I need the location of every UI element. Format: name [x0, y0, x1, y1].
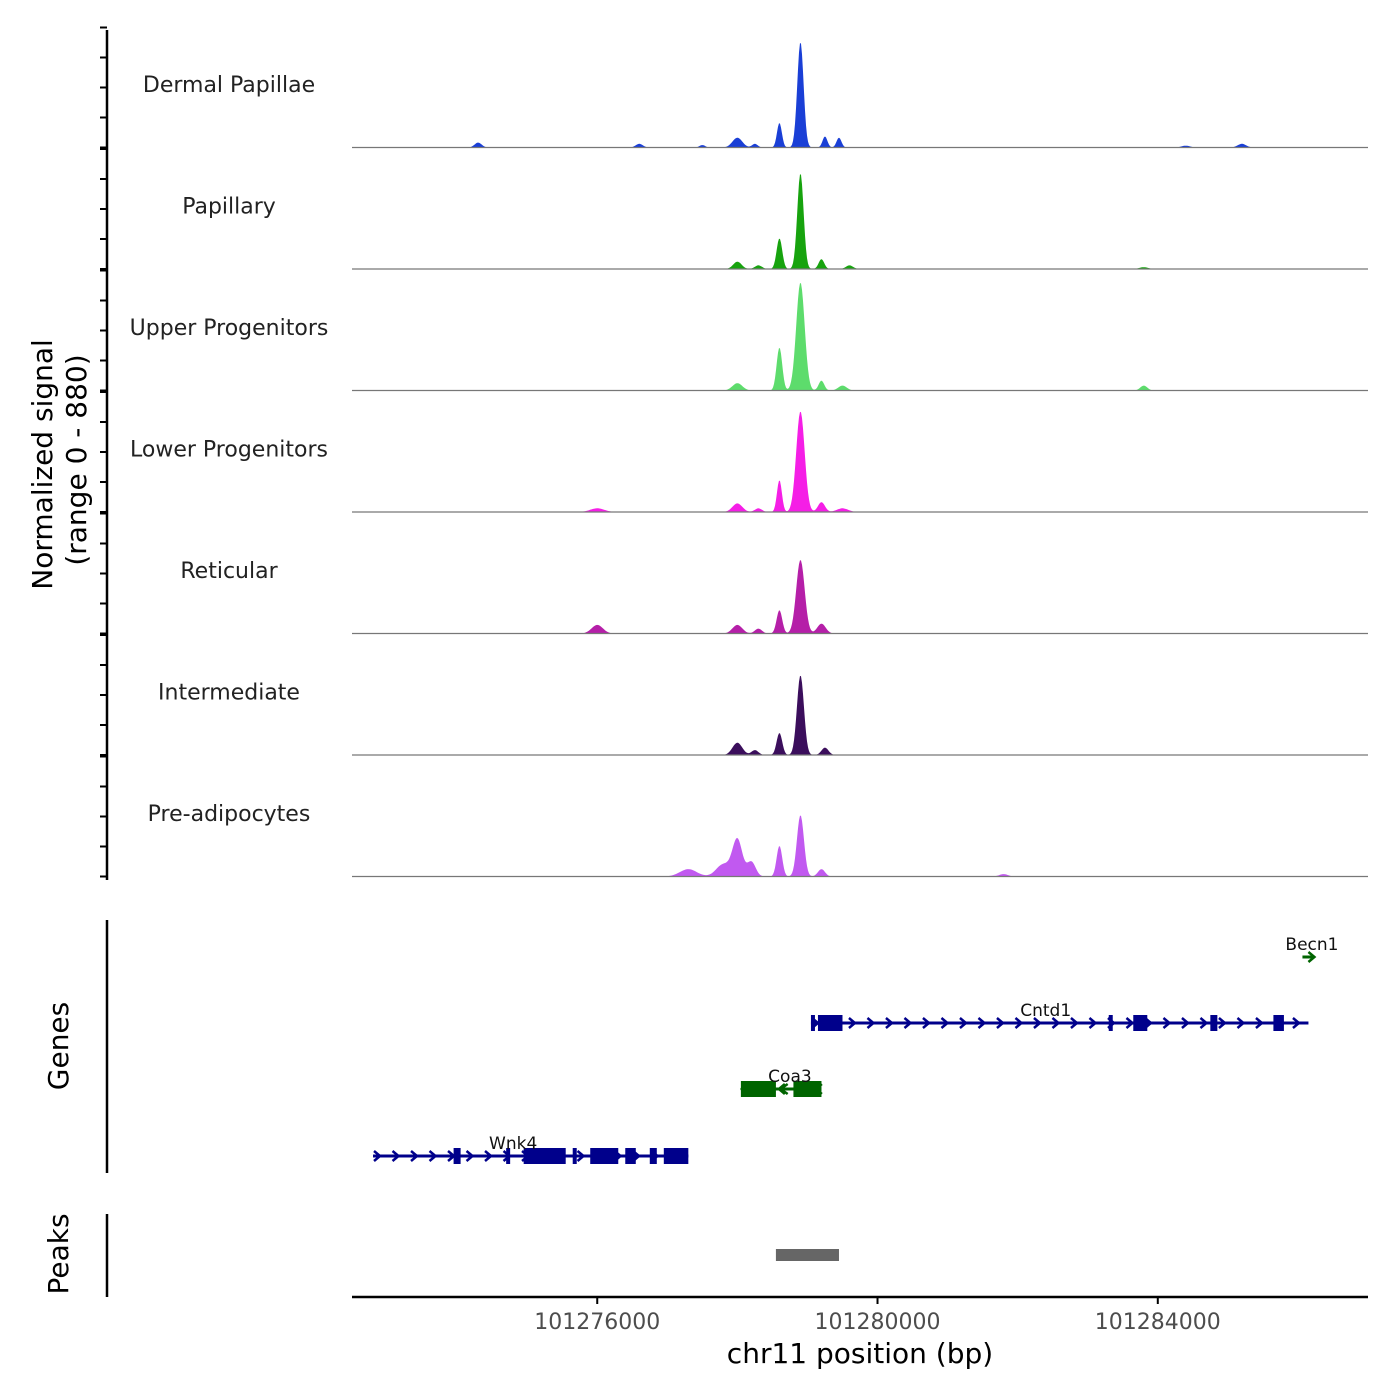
track-label: Pre-adipocytes: [148, 802, 311, 827]
gene-label: Wnk4: [489, 1134, 537, 1154]
strand-chevron: [373, 1150, 382, 1162]
gene-exon: [817, 1015, 843, 1031]
strand-chevron: [1255, 1017, 1264, 1029]
track-label: Upper Progenitors: [130, 316, 329, 341]
coverage-area-reticular: [352, 560, 1368, 634]
gene-exon: [1133, 1015, 1148, 1031]
strand-chevron: [1125, 1017, 1135, 1029]
strand-chevron: [1181, 1017, 1190, 1029]
gene-exon: [590, 1148, 619, 1164]
x-axis-title: chr11 position (bp): [727, 1337, 993, 1370]
gene-coa3: Coa3: [739, 1067, 823, 1097]
strand-chevron: [1199, 1017, 1209, 1029]
track-label: Intermediate: [158, 681, 300, 706]
strand-chevron: [1218, 1017, 1227, 1029]
genes-y-axis-label: Genes: [42, 1002, 75, 1090]
gene-exon: [740, 1081, 776, 1097]
strand-chevron: [885, 1017, 894, 1029]
gene-wnk4: Wnk4: [373, 1134, 689, 1164]
strand-chevron: [484, 1150, 493, 1162]
x-tick-label: 101284000: [1095, 1310, 1221, 1335]
gene-exon: [1273, 1015, 1284, 1031]
strand-chevron: [465, 1150, 475, 1162]
track-label: Reticular: [180, 559, 278, 584]
x-tick-label: 101280000: [815, 1310, 941, 1335]
track-label: Papillary: [182, 195, 276, 220]
gene-exon: [625, 1148, 636, 1164]
gene-label: Becn1: [1285, 935, 1338, 955]
gene-exon: [572, 1148, 577, 1164]
coverage-area-papillary: [352, 174, 1368, 269]
strand-chevron: [778, 1082, 789, 1096]
strand-chevron: [1236, 1017, 1246, 1029]
strand-chevron: [410, 1150, 419, 1162]
strand-chevron: [959, 1017, 968, 1029]
coverage-area-lower-progenitors: [352, 411, 1368, 512]
gene-exon: [663, 1148, 689, 1164]
peak-region: [775, 1249, 839, 1261]
x-tick-label: 101276000: [534, 1310, 660, 1335]
strand-chevron: [996, 1017, 1005, 1029]
strand-chevron: [428, 1150, 438, 1162]
strand-chevron: [1088, 1017, 1098, 1029]
strand-chevron: [1014, 1017, 1024, 1029]
coverage-area-intermediate: [352, 675, 1368, 755]
gene-exon: [453, 1148, 461, 1164]
coverage-y-axis-label: Normalized signal (range 0 - 880): [26, 330, 93, 589]
coverage-area-upper-progenitors: [352, 283, 1368, 391]
gene-exon: [1108, 1015, 1113, 1031]
coverage-tracks: Dermal Papillae Papillary Upper Progenitor…: [100, 26, 1368, 880]
gene-exon: [1210, 1015, 1218, 1031]
strand-chevron: [1070, 1017, 1079, 1029]
gene-exon: [523, 1148, 566, 1164]
strand-chevron: [576, 1150, 586, 1162]
strand-chevron: [1162, 1017, 1172, 1029]
gene-label: Coa3: [768, 1067, 812, 1087]
gene-exon: [649, 1148, 657, 1164]
gene-label: Cntd1: [1020, 1001, 1071, 1021]
strand-chevron: [1292, 1017, 1301, 1029]
gene-exon: [810, 1015, 815, 1031]
track-label: Dermal Papillae: [143, 73, 315, 98]
gene-exon: [793, 1081, 822, 1097]
gene-becn1: Becn1: [1285, 935, 1338, 963]
strand-chevron: [940, 1017, 950, 1029]
peaks-y-axis-label: Peaks: [42, 1213, 75, 1294]
strand-chevron: [903, 1017, 913, 1029]
strand-chevron: [1307, 951, 1317, 963]
strand-chevron: [977, 1017, 987, 1029]
strand-chevron: [391, 1150, 401, 1162]
strand-chevron: [1051, 1017, 1061, 1029]
peak-track: [105, 1214, 839, 1297]
gene-track: Becn1 Cntd1 Coa3 Wnk4: [105, 920, 1338, 1173]
track-label: Lower Progenitors: [130, 438, 328, 463]
coverage-area-dermal-papillae: [352, 43, 1368, 148]
coverage-area-pre-adipocytes: [352, 815, 1368, 877]
strand-chevron: [1033, 1017, 1042, 1029]
x-axis: 101276000 101280000 101284000: [352, 1295, 1368, 1335]
gene-exon: [506, 1148, 511, 1164]
strand-chevron: [922, 1017, 931, 1029]
strand-chevron: [866, 1017, 876, 1029]
gene-cntd1: Cntd1: [810, 1001, 1309, 1031]
strand-chevron: [848, 1017, 857, 1029]
